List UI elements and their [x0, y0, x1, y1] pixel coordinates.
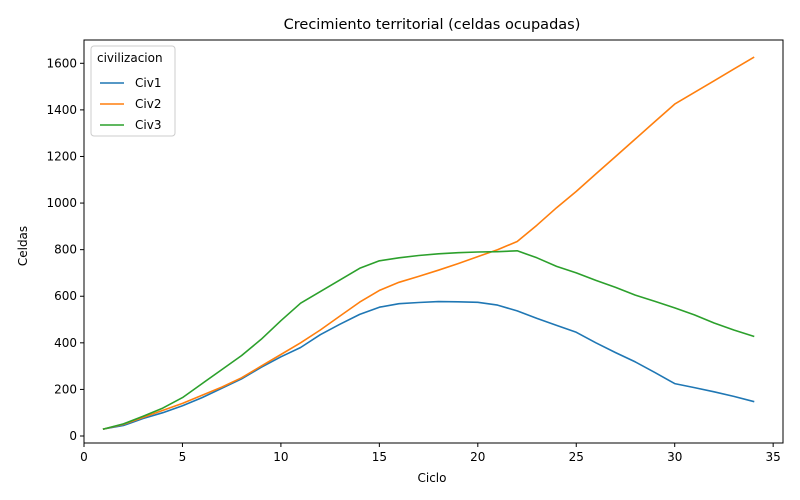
x-tick-label: 0	[80, 450, 88, 464]
x-tick-label: 20	[470, 450, 485, 464]
plot-frame	[83, 39, 784, 444]
x-tick-label: 30	[667, 450, 682, 464]
y-tick-label: 400	[54, 336, 77, 350]
axes: 0 5 10 15 20 25 30 35 0 200 400 600 800 1000 1200 1400 1…	[46, 39, 784, 464]
plot-area	[102, 56, 755, 430]
x-axis-title: Ciclo	[418, 471, 447, 485]
y-tick-label: 0	[69, 429, 77, 443]
series-line-civ3	[102, 250, 755, 430]
legend-label-civ2: Civ2	[135, 97, 161, 111]
x-tick-label: 15	[372, 450, 387, 464]
y-tick-label: 1200	[46, 149, 77, 163]
y-axis-title: Celdas	[16, 226, 30, 266]
series-line-civ1	[102, 300, 755, 430]
y-tick-label: 1600	[46, 56, 77, 70]
y-tick-label: 200	[54, 382, 77, 396]
legend-box	[90, 45, 176, 137]
y-tick-label: 800	[54, 243, 77, 257]
x-tick-label: 5	[179, 450, 187, 464]
series-line-civ2	[102, 56, 755, 430]
y-tick-label: 600	[54, 289, 77, 303]
legend-label-civ1: Civ1	[135, 76, 161, 90]
x-tick-label: 25	[569, 450, 584, 464]
x-tick-label: 35	[766, 450, 781, 464]
legend: civilizacion Civ1 Civ2 Civ3	[90, 45, 176, 137]
legend-label-civ3: Civ3	[135, 118, 161, 132]
y-tick-label: 1000	[46, 196, 77, 210]
y-tick-label: 1400	[46, 103, 77, 117]
legend-title: civilizacion	[97, 51, 163, 65]
chart-title: Crecimiento territorial (celdas ocupadas…	[284, 17, 581, 33]
x-tick-label: 10	[273, 450, 288, 464]
